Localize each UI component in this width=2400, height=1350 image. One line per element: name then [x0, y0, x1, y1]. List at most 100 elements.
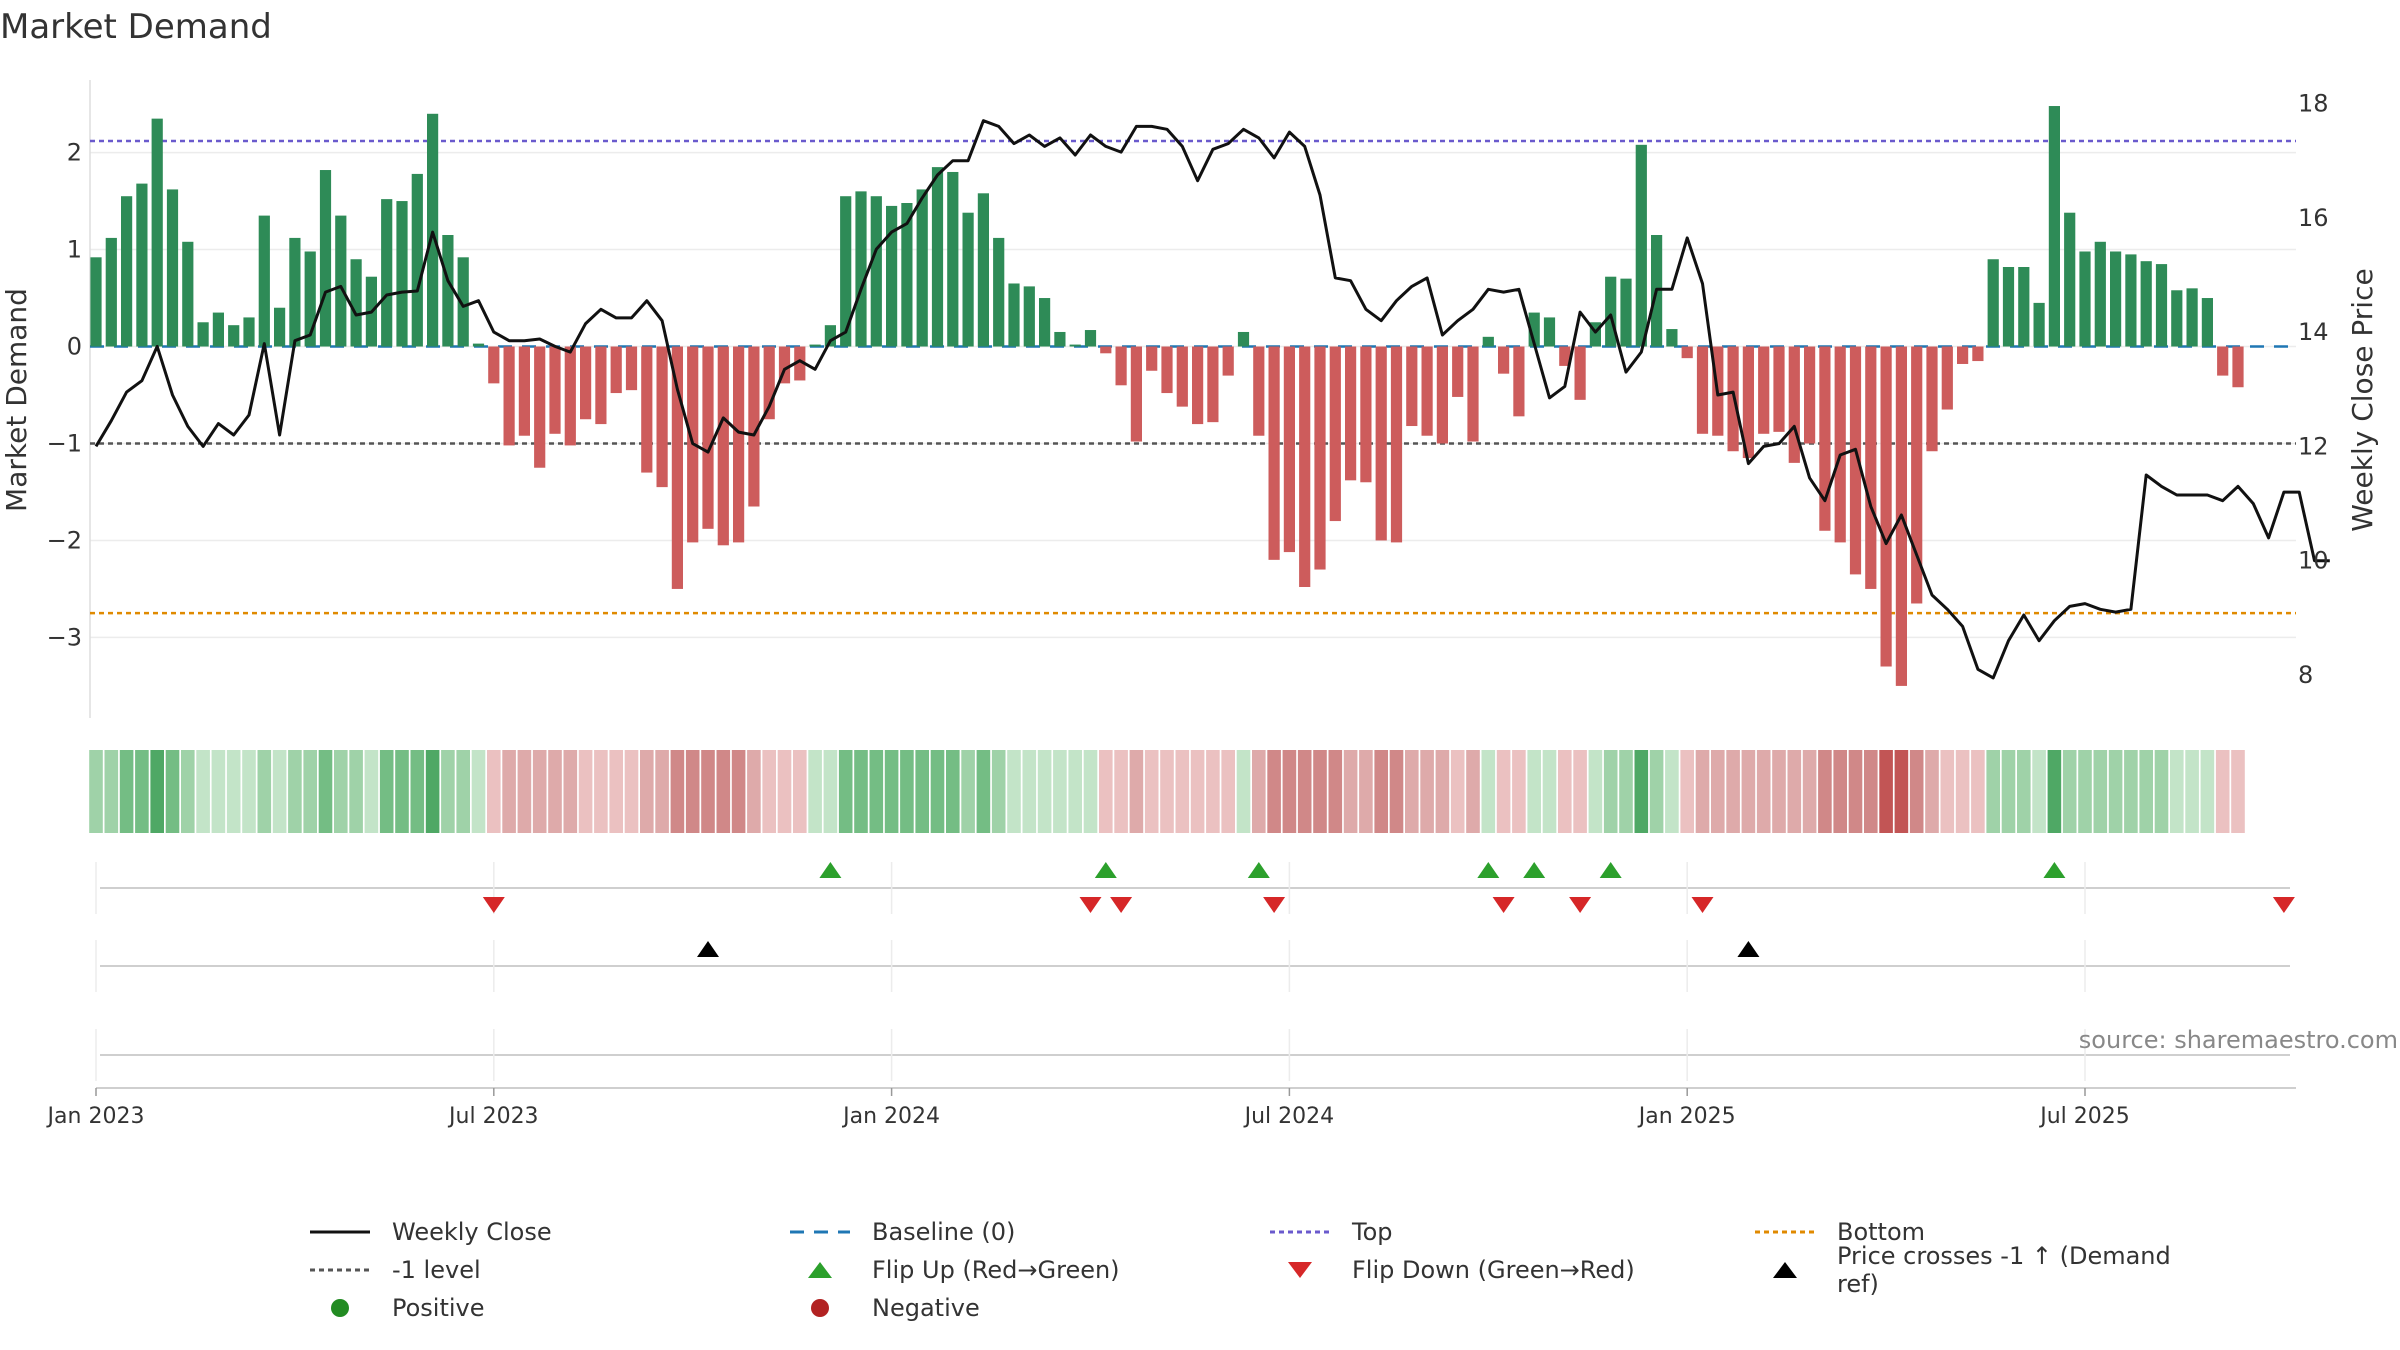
demand-bar: [1436, 346, 1448, 444]
demand-bar: [1589, 322, 1601, 347]
heat-cell: [578, 750, 593, 833]
demand-bar: [1207, 346, 1219, 423]
demand-bar: [1375, 346, 1387, 541]
legend-label: Negative: [872, 1294, 980, 1322]
demand-bar: [2171, 290, 2183, 347]
heat-cell: [1037, 750, 1052, 833]
legend-dotted-line-icon: [1755, 1230, 1815, 1234]
demand-bar: [1681, 346, 1693, 359]
legend-dashed-line-icon: [790, 1230, 850, 1234]
heat-cell: [915, 750, 929, 833]
heat-cell: [946, 750, 960, 833]
heat-cell: [2032, 750, 2046, 833]
heat-cell: [2231, 750, 2245, 833]
heat-cell: [1971, 750, 1985, 833]
heat-cell: [2154, 750, 2169, 833]
heat-cell: [1558, 750, 1572, 833]
heat-cell: [1680, 750, 1694, 833]
x-tick-label: Jul 2024: [1243, 1104, 1335, 1129]
demand-bar: [1849, 346, 1862, 575]
heat-cell: [303, 750, 317, 833]
heat-cell: [272, 750, 287, 833]
heat-cell: [884, 750, 899, 833]
heat-cell: [1405, 750, 1419, 833]
demand-bar: [2110, 251, 2122, 347]
legend-label: Positive: [392, 1294, 485, 1322]
demand-bar: [182, 241, 194, 347]
legend-label: Price crosses -1 ↑ (Demand ref): [1837, 1242, 2171, 1298]
heat-cell: [670, 750, 685, 833]
heat-cell: [1802, 750, 1817, 833]
demand-bar: [518, 346, 530, 436]
demand-bar: [1498, 346, 1510, 374]
circle-icon: [811, 1299, 829, 1317]
demand-bar: [1069, 344, 1081, 347]
demand-bar: [105, 237, 117, 347]
heat-cell: [961, 750, 975, 833]
right-axis-ticks: 8 10 12 14 16 18: [2298, 90, 2329, 689]
legend: Weekly Close Baseline (0) Top Bottom -1 …: [300, 1214, 2200, 1334]
heat-cell: [1711, 750, 1725, 833]
demand-bar: [1911, 346, 1923, 604]
demand-bar: [2201, 298, 2213, 347]
flip-down-marker: [1110, 897, 1133, 913]
heat-cell: [1389, 750, 1404, 833]
heat-cell: [1053, 750, 1067, 833]
demand-bar: [1987, 259, 1999, 347]
demand-bar: [610, 346, 622, 394]
demand-bar: [1482, 336, 1494, 347]
demand-bar: [534, 346, 546, 468]
y-tick-label: −1: [47, 429, 82, 457]
heat-cell: [1481, 750, 1496, 833]
heat-cell: [991, 750, 1006, 833]
demand-bar: [442, 235, 454, 347]
demand-bar: [1192, 346, 1204, 425]
demand-bar: [1696, 346, 1709, 434]
demand-bar: [580, 346, 592, 420]
flip-down-marker: [1492, 897, 1515, 913]
demand-bar: [1115, 346, 1127, 386]
heat-cell: [1573, 750, 1587, 833]
flip-up-marker: [819, 862, 842, 878]
demand-bar: [1972, 346, 1984, 362]
legend-flip-up: Flip Up (Red→Green): [790, 1252, 1120, 1288]
demand-bar: [274, 307, 286, 347]
heat-cell: [1175, 750, 1190, 833]
event-markers: [482, 862, 2295, 957]
flip-up-marker: [1523, 862, 1546, 878]
heat-cell: [1787, 750, 1802, 833]
demand-bar: [411, 173, 423, 347]
heat-cell: [1818, 750, 1832, 833]
heat-cell: [838, 750, 853, 833]
heat-cell: [1772, 750, 1786, 833]
heat-cell: [1221, 750, 1235, 833]
y2-tick-label: 16: [2298, 204, 2329, 232]
flip-up-marker: [2043, 862, 2066, 878]
legend-positive: Positive: [310, 1290, 485, 1326]
demand-bar: [931, 167, 944, 347]
heat-cell: [1099, 750, 1113, 833]
weekly-close-line: [94, 119, 2330, 680]
demand-bar: [2002, 267, 2015, 347]
heat-cell: [823, 750, 838, 833]
y-tick-label: 2: [67, 139, 82, 167]
demand-bar: [1237, 331, 1250, 347]
demand-bar: [1008, 283, 1020, 347]
heat-cell: [685, 750, 700, 833]
flip-down-marker: [2272, 897, 2295, 913]
demand-bar: [2232, 346, 2244, 388]
demand-bar: [136, 183, 148, 347]
heat-cell: [869, 750, 884, 833]
heat-cell: [211, 750, 226, 833]
heat-cell: [1435, 750, 1450, 833]
legend-label: -1 level: [392, 1256, 481, 1284]
heat-cell: [777, 750, 792, 833]
demand-bar: [1421, 346, 1433, 436]
demand-bar: [1130, 346, 1142, 442]
heat-cell: [2062, 750, 2077, 833]
heat-cell: [334, 750, 348, 833]
heat-cell: [425, 750, 440, 833]
demand-bar: [824, 325, 836, 347]
heat-cell: [456, 750, 470, 833]
demand-bar: [840, 196, 852, 347]
